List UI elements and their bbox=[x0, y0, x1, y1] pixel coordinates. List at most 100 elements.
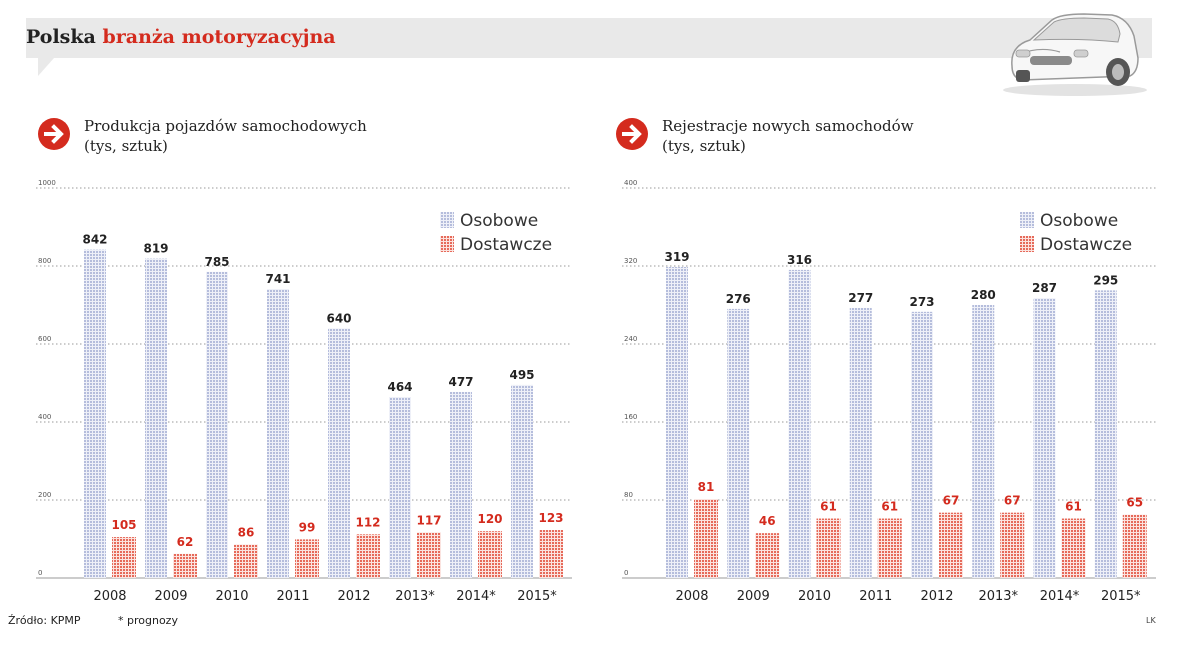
bar-osobowe bbox=[267, 289, 289, 578]
bar-dostawcze bbox=[417, 532, 441, 578]
left-panel-title-line1: Produkcja pojazdów samochodowych bbox=[84, 117, 367, 135]
data-label-dostawcze: 112 bbox=[355, 515, 380, 529]
right-panel-title-line2: (tys, sztuk) bbox=[662, 137, 746, 155]
forecast-note: * prognozy bbox=[118, 614, 178, 627]
bar-dostawcze bbox=[295, 539, 319, 578]
x-tick-label: 2011 bbox=[859, 589, 892, 604]
x-tick-label: 2013* bbox=[978, 589, 1018, 604]
car-icon bbox=[1003, 13, 1147, 96]
data-label-dostawcze: 105 bbox=[111, 518, 136, 532]
data-label-osobowe: 477 bbox=[448, 375, 473, 389]
title-band bbox=[26, 18, 1152, 58]
bar-dostawcze bbox=[356, 534, 380, 578]
bar-osobowe bbox=[84, 249, 106, 578]
legend-swatch-osobowe bbox=[440, 212, 454, 228]
author-initials: LK bbox=[1146, 616, 1156, 625]
y-tick-label: 0 bbox=[624, 569, 628, 577]
data-label-dostawcze: 81 bbox=[698, 480, 715, 494]
legend-swatch-dostawcze bbox=[1020, 236, 1034, 252]
production-chart: 0 200 400 600 800 1000 842 105 2008 819 62 2009 785 8… bbox=[36, 179, 572, 604]
y-tick-label: 400 bbox=[624, 179, 637, 187]
x-tick-label: 2012 bbox=[920, 589, 953, 604]
bar-osobowe bbox=[328, 328, 350, 578]
arrow-right-icon bbox=[38, 118, 70, 150]
data-label-dostawcze: 46 bbox=[759, 514, 776, 528]
x-tick-label: 2010 bbox=[215, 589, 248, 604]
legend-label-osobowe: Osobowe bbox=[1040, 211, 1118, 231]
bar-dostawcze bbox=[816, 518, 841, 578]
bar-dostawcze bbox=[939, 512, 963, 578]
right-panel-title: Rejestracje nowych samochodów (tys, sztu… bbox=[662, 116, 914, 156]
y-tick-label: 0 bbox=[38, 569, 42, 577]
bar-dostawcze bbox=[755, 533, 780, 578]
registrations-chart: 0 80 160 240 320 400 319 81 2008 276 46 2009 316 61 20… bbox=[622, 179, 1156, 604]
data-label-osobowe: 316 bbox=[787, 253, 812, 267]
legend-label-osobowe: Osobowe bbox=[460, 211, 538, 231]
legend-swatch-dostawcze bbox=[440, 236, 454, 252]
bar-osobowe bbox=[972, 305, 995, 578]
bar-osobowe bbox=[911, 311, 933, 578]
y-tick-label: 600 bbox=[38, 335, 51, 343]
x-tick-label: 2009 bbox=[737, 589, 770, 604]
data-label-dostawcze: 61 bbox=[1065, 500, 1082, 514]
data-label-osobowe: 741 bbox=[265, 272, 290, 286]
source-note: Źródło: KPMP bbox=[8, 614, 81, 627]
x-tick-label: 2009 bbox=[154, 589, 187, 604]
bar-dostawcze bbox=[877, 518, 902, 578]
y-tick-label: 400 bbox=[38, 413, 51, 421]
data-label-osobowe: 287 bbox=[1032, 281, 1057, 295]
data-label-osobowe: 819 bbox=[143, 242, 168, 256]
x-tick-label: 2008 bbox=[93, 589, 126, 604]
legend-label-dostawcze: Dostawcze bbox=[460, 235, 552, 255]
y-tick-label: 240 bbox=[624, 335, 637, 343]
data-label-osobowe: 640 bbox=[326, 311, 351, 325]
x-tick-label: 2014* bbox=[1040, 589, 1080, 604]
y-tick-label: 320 bbox=[624, 257, 637, 265]
data-label-osobowe: 295 bbox=[1093, 273, 1118, 287]
bar-osobowe bbox=[788, 269, 811, 578]
data-label-dostawcze: 120 bbox=[477, 512, 502, 526]
data-label-osobowe: 280 bbox=[971, 288, 996, 302]
data-label-dostawcze: 123 bbox=[538, 511, 563, 525]
x-tick-label: 2015* bbox=[1101, 589, 1141, 604]
data-label-dostawcze: 67 bbox=[943, 494, 960, 508]
data-label-dostawcze: 99 bbox=[299, 520, 316, 534]
data-label-osobowe: 277 bbox=[848, 291, 873, 305]
y-tick-label: 200 bbox=[38, 491, 51, 499]
data-label-osobowe: 842 bbox=[82, 233, 107, 247]
legend-label-dostawcze: Dostawcze bbox=[1040, 235, 1132, 255]
left-panel-title-line2: (tys, sztuk) bbox=[84, 137, 168, 155]
y-tick-label: 800 bbox=[38, 257, 51, 265]
x-tick-label: 2011 bbox=[276, 589, 309, 604]
data-label-dostawcze: 65 bbox=[1126, 496, 1143, 510]
data-label-dostawcze: 67 bbox=[1004, 494, 1021, 508]
arrow-right-icon bbox=[616, 118, 648, 150]
data-label-dostawcze: 62 bbox=[177, 535, 194, 549]
bar-dostawcze bbox=[1061, 518, 1086, 578]
data-label-osobowe: 464 bbox=[387, 380, 412, 394]
bar-dostawcze bbox=[112, 537, 136, 578]
bar-osobowe bbox=[666, 266, 688, 578]
x-tick-label: 2014* bbox=[456, 589, 496, 604]
x-tick-label: 2010 bbox=[798, 589, 831, 604]
data-label-dostawcze: 86 bbox=[238, 525, 255, 539]
bar-osobowe bbox=[389, 397, 411, 578]
bar-dostawcze bbox=[539, 530, 563, 578]
data-label-osobowe: 276 bbox=[726, 292, 751, 306]
bar-osobowe bbox=[1094, 290, 1117, 578]
x-tick-label: 2012 bbox=[337, 589, 370, 604]
bar-dostawcze bbox=[478, 531, 502, 578]
bar-osobowe bbox=[450, 391, 472, 578]
x-tick-label: 2008 bbox=[675, 589, 708, 604]
legend-swatch-osobowe bbox=[1020, 212, 1034, 228]
bar-osobowe bbox=[206, 271, 228, 578]
bar-dostawcze bbox=[694, 499, 718, 578]
x-tick-label: 2013* bbox=[395, 589, 435, 604]
data-label-osobowe: 495 bbox=[509, 368, 534, 382]
bar-dostawcze bbox=[1122, 514, 1147, 578]
x-tick-label: 2015* bbox=[517, 589, 557, 604]
bar-dostawcze bbox=[234, 544, 258, 578]
data-label-dostawcze: 117 bbox=[416, 513, 441, 527]
data-label-osobowe: 273 bbox=[909, 295, 934, 309]
y-tick-label: 160 bbox=[624, 413, 637, 421]
